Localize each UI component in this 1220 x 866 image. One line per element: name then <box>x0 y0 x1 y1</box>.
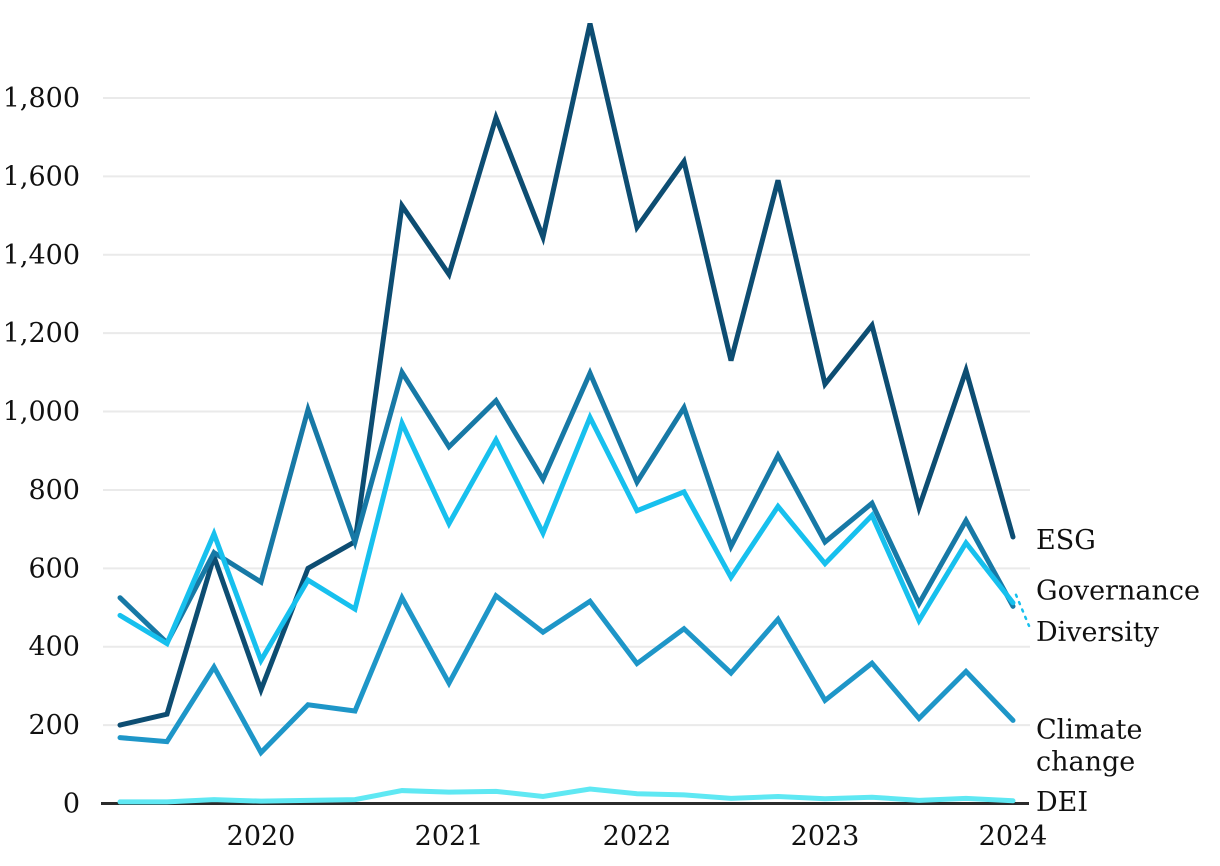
y-tick-label: 1,600 <box>3 161 80 192</box>
x-tick-label: 2024 <box>979 821 1048 852</box>
y-tick-label: 200 <box>28 710 80 741</box>
y-tick-label: 1,800 <box>3 83 80 114</box>
x-tick-label: 2020 <box>227 821 296 852</box>
series-label-esg: ESG <box>1036 525 1096 556</box>
x-tick-label: 2022 <box>603 821 672 852</box>
series-line-dei <box>117 786 1016 805</box>
y-tick-label: 1,200 <box>3 318 80 349</box>
series-line-diversity <box>117 411 1016 667</box>
series-line-climate-change <box>117 591 1016 757</box>
y-tick-label: 1,000 <box>3 397 80 428</box>
series-labels: ESG Governance Diversity Climate change DEI <box>1014 525 1200 818</box>
series-label-climate-change: Climate change <box>1036 714 1142 777</box>
series-label-governance: Governance <box>1036 575 1200 606</box>
y-axis-tick-labels: 0 200 400 600 800 1,000 1,200 1,400 1,600 1,800 <box>3 83 80 820</box>
series-label-diversity: Diversity <box>1036 617 1160 648</box>
y-tick-label: 800 <box>28 475 80 506</box>
x-tick-label: 2021 <box>415 821 484 852</box>
y-tick-label: 600 <box>28 553 80 584</box>
y-tick-label: 0 <box>63 789 80 820</box>
diversity-label-connector <box>1014 593 1031 628</box>
series-line-esg <box>117 22 1016 728</box>
series-line-governance <box>117 366 1016 647</box>
y-tick-label: 400 <box>28 632 80 663</box>
y-tick-label: 1,400 <box>3 240 80 271</box>
series-label-dei: DEI <box>1036 787 1088 818</box>
x-tick-label: 2023 <box>791 821 860 852</box>
series-lines <box>117 22 1016 805</box>
x-axis-tick-labels: 2020 2021 2022 2023 2024 <box>227 821 1048 852</box>
